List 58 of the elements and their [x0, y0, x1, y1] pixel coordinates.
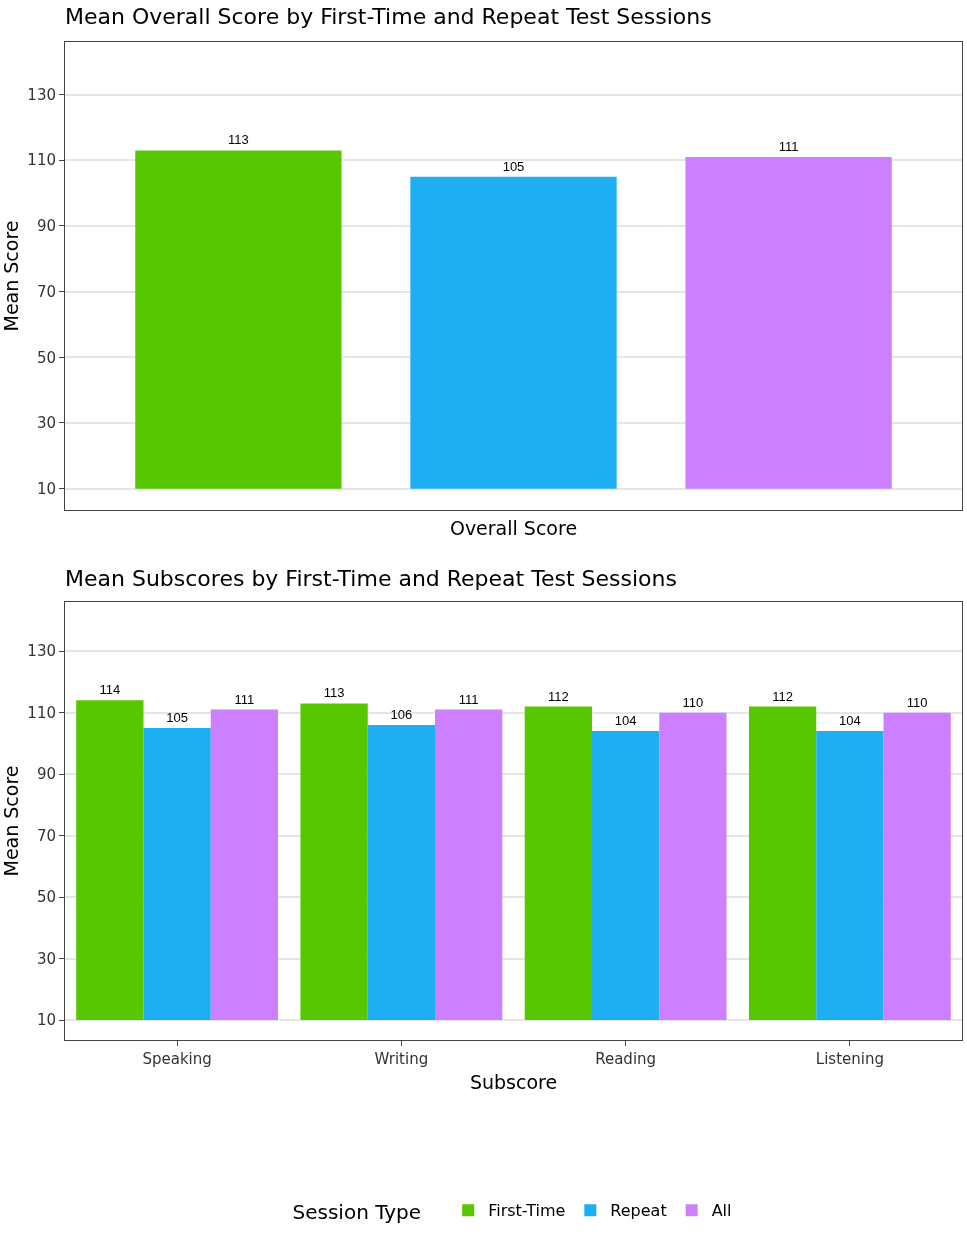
- bar: [591, 731, 660, 1021]
- y-tick-label: 10: [36, 1011, 56, 1030]
- y-tick-label: 50: [36, 888, 56, 907]
- x-tick-label: Reading: [595, 1050, 657, 1068]
- y-tick-label: 130: [27, 85, 56, 104]
- y-tick-label: 70: [36, 826, 56, 845]
- data-label: 111: [778, 138, 799, 154]
- y-tick-label: 30: [36, 414, 56, 433]
- y-tick-label: 110: [27, 151, 56, 170]
- y-tick-label: 30: [36, 949, 56, 968]
- data-label: 113: [228, 132, 249, 148]
- x-tick-label: Listening: [815, 1050, 884, 1068]
- y-tick-label: 90: [36, 765, 56, 784]
- bar: [524, 706, 592, 1021]
- x-axis-title: Overall Score: [449, 516, 578, 539]
- chart-title: Mean Overall Score by First-Time and Repeat Test Sessions: [65, 3, 712, 29]
- bar: [659, 712, 727, 1021]
- bar: [816, 731, 884, 1021]
- bar: [748, 706, 817, 1021]
- data-label: 112: [547, 688, 569, 704]
- data-label: 110: [682, 694, 704, 710]
- data-label: 104: [839, 713, 861, 729]
- y-tick-label: 90: [36, 217, 56, 236]
- x-tick-label: Writing: [374, 1050, 429, 1068]
- y-tick-label: 110: [27, 703, 56, 722]
- y-tick-label: 50: [36, 348, 56, 367]
- data-label: 114: [99, 682, 121, 698]
- legend-title: Session Type: [292, 1200, 441, 1225]
- bar: [300, 703, 368, 1021]
- x-axis-title: Subscore: [469, 1070, 558, 1093]
- data-label: 105: [502, 158, 525, 174]
- data-label: 113: [323, 685, 345, 701]
- bar: [143, 728, 211, 1021]
- y-tick-label: 70: [36, 282, 56, 301]
- data-label: 105: [166, 710, 188, 726]
- bar: [435, 709, 503, 1021]
- data-label: 104: [614, 713, 637, 729]
- data-label: 111: [458, 691, 479, 707]
- x-tick-label: Speaking: [142, 1050, 212, 1068]
- bar: [76, 700, 144, 1021]
- y-axis-title: Mean Score: [0, 220, 22, 332]
- legend-label: Repeat: [610, 1201, 667, 1221]
- bar: [367, 724, 436, 1021]
- data-label: 106: [390, 706, 413, 722]
- y-tick-label: 10: [36, 479, 56, 498]
- chart-title: Mean Subscores by First-Time and Repeat Test Sessions: [65, 565, 677, 591]
- data-label: 111: [234, 691, 255, 707]
- data-label: 112: [772, 688, 793, 704]
- bar: [135, 150, 342, 489]
- legend-label: First-Time: [488, 1201, 566, 1221]
- legend-label: All: [711, 1201, 732, 1221]
- bar: [410, 176, 617, 489]
- data-label: 110: [906, 694, 928, 710]
- bar: [210, 709, 279, 1021]
- y-tick-label: 130: [27, 642, 56, 661]
- bar: [685, 156, 892, 489]
- y-axis-title: Mean Score: [0, 765, 22, 877]
- bar: [883, 712, 951, 1021]
